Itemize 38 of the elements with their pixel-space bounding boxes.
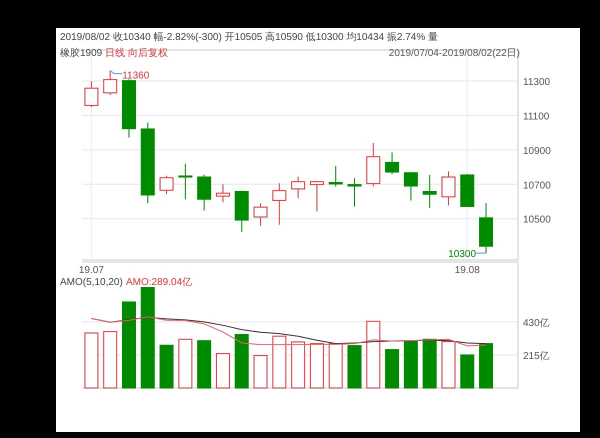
bar	[140, 287, 155, 388]
bar	[272, 336, 286, 388]
bar	[404, 340, 418, 388]
bar	[234, 334, 249, 388]
annotation: 11360	[122, 70, 150, 82]
bar	[216, 353, 230, 388]
bar	[178, 338, 192, 388]
x-tick-label: 19.08	[454, 265, 480, 276]
bar	[197, 340, 212, 388]
bar	[348, 345, 362, 388]
bar	[160, 344, 174, 388]
y-tick-label: 10900	[523, 146, 552, 157]
y-tick-label: 11300	[523, 76, 551, 88]
bar	[366, 320, 380, 388]
x-tick-label: 19.07	[78, 265, 104, 276]
annotation: 10300	[448, 249, 476, 260]
bar	[254, 355, 268, 388]
y-tick-label: 10700	[523, 180, 552, 192]
text: AMO:289.04亿	[126, 277, 192, 288]
bar	[441, 341, 456, 388]
bar	[328, 343, 343, 388]
bar	[122, 301, 136, 388]
bar	[291, 341, 306, 388]
chart-title: 2019/08/02 收10340 幅-2.82%(-300) 开10505 高10590 低10300 均10434 振2.74% 量	[60, 31, 438, 43]
bar	[385, 349, 400, 388]
y-tick-label: 11100	[523, 111, 550, 122]
bar	[103, 331, 118, 388]
y-tick-label: 430亿	[523, 318, 550, 329]
bar	[460, 354, 474, 388]
y-tick-label: 10500	[523, 214, 552, 226]
chart-subtitle: 橡胶1909 日线 向后复权	[60, 47, 168, 59]
text: AMO(5,10,20)	[60, 277, 123, 288]
annotation: 2019/07/04-2019/08/02(22日)	[388, 48, 520, 59]
bar	[84, 332, 98, 388]
bar	[479, 343, 494, 388]
bar	[310, 343, 324, 388]
y-tick-label: 215亿	[523, 350, 550, 362]
bar	[422, 338, 437, 388]
